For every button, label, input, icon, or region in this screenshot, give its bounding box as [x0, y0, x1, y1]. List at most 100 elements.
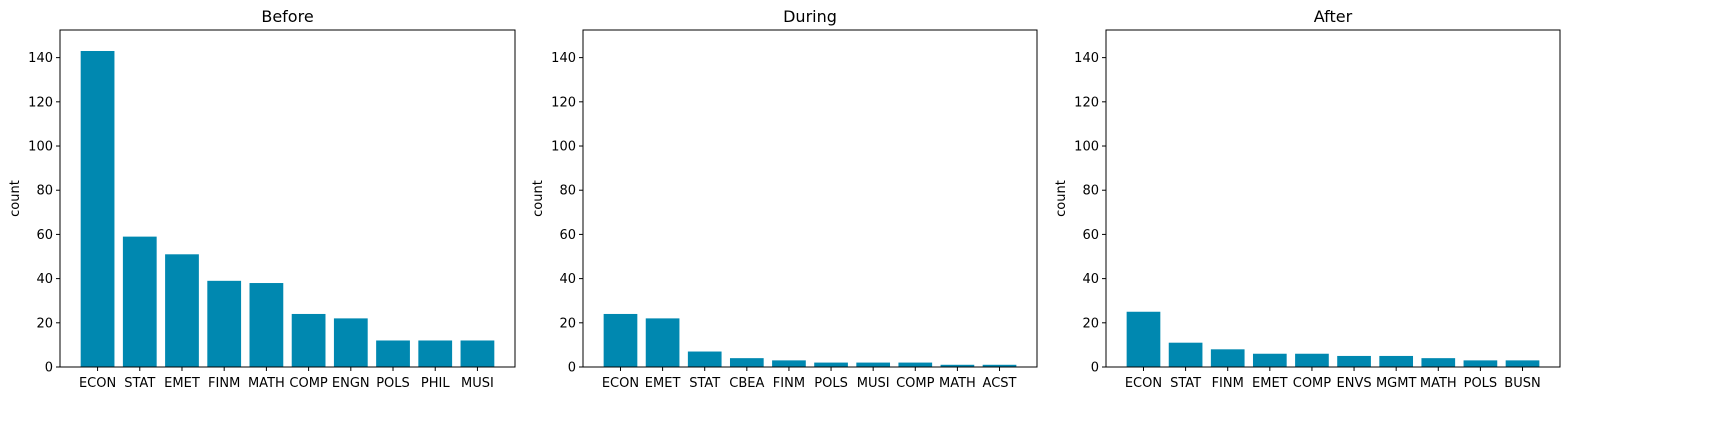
- x-tick-label: MUSI: [857, 376, 890, 391]
- x-tick-label: COMP: [1293, 376, 1332, 391]
- y-tick-label: 120: [551, 95, 576, 110]
- x-tick-label: COMP: [289, 376, 328, 391]
- x-tick-label: MATH: [248, 376, 285, 391]
- x-tick-label: FINM: [208, 376, 240, 391]
- bar-cbea: [729, 358, 764, 367]
- x-tick-label: FINM: [1212, 376, 1244, 391]
- y-tick-label: 60: [36, 228, 53, 243]
- bar-econ: [603, 313, 638, 367]
- y-axis: 0 20 40 60 80 100 120 140: [551, 51, 583, 376]
- x-tick-label: STAT: [1170, 376, 1201, 391]
- axes-frame: [1105, 29, 1561, 368]
- bar-comp: [291, 313, 326, 367]
- chart-title: After: [1314, 7, 1353, 26]
- bar-emet: [1252, 353, 1287, 367]
- chart-title: During: [783, 7, 837, 26]
- bar-emet: [645, 318, 680, 367]
- x-axis: ECON EMET STAT CBEA FINM POLS MUSI COMP MATH ACST: [602, 367, 1017, 391]
- y-tick-label: 120: [28, 95, 53, 110]
- bar-econ: [80, 50, 115, 368]
- x-tick-label: ECON: [1125, 376, 1162, 391]
- y-tick-label: 20: [36, 316, 53, 331]
- y-tick-label: 40: [1082, 272, 1099, 287]
- bar-stat: [1168, 342, 1203, 367]
- bar-engn: [333, 318, 368, 367]
- x-tick-label: MATH: [1420, 376, 1457, 391]
- x-tick-label: MGMT: [1376, 376, 1417, 391]
- x-tick-label: STAT: [689, 376, 720, 391]
- y-tick-label: 40: [36, 272, 53, 287]
- y-tick-label: 120: [1074, 95, 1099, 110]
- x-tick-label: ECON: [79, 376, 116, 391]
- x-tick-label: CBEA: [729, 376, 764, 391]
- y-axis-label: count: [1054, 180, 1069, 217]
- bar-finm: [772, 360, 806, 367]
- x-tick-label: EMET: [1252, 376, 1288, 391]
- y-tick-label: 140: [1074, 51, 1099, 66]
- bar-math: [940, 364, 975, 367]
- bar-series: [603, 313, 1017, 367]
- y-tick-label: 0: [568, 361, 576, 376]
- bar-envs: [1337, 355, 1371, 367]
- y-tick-label: 140: [551, 51, 576, 66]
- y-tick-label: 0: [45, 361, 53, 376]
- x-tick-label: ENGN: [332, 376, 370, 391]
- bar-series: [1126, 311, 1540, 367]
- y-tick-label: 80: [36, 184, 53, 199]
- bar-mgmt: [1379, 355, 1414, 367]
- x-tick-label: BUSN: [1504, 376, 1540, 391]
- bar-finm: [207, 280, 242, 367]
- y-tick-label: 100: [28, 140, 53, 155]
- y-tick-label: 20: [1082, 316, 1099, 331]
- x-tick-label: EMET: [645, 376, 681, 391]
- x-tick-label: POLS: [814, 376, 848, 391]
- bar-stat: [687, 351, 722, 367]
- x-tick-label: STAT: [124, 376, 155, 391]
- bar-acst: [982, 364, 1017, 367]
- y-tick-label: 0: [1091, 361, 1099, 376]
- x-tick-label: MATH: [939, 376, 976, 391]
- chart-panel-before: 0 20 40 60 80 100 120 140 ECON STAT EMET FINM MATH CO…: [8, 7, 516, 391]
- bar-comp: [898, 362, 933, 367]
- chart-panel-after: 0 20 40 60 80 100 120 140 ECON STAT FINM EMET COMP EN…: [1054, 7, 1561, 391]
- bar-pols: [1463, 360, 1498, 367]
- x-tick-label: ACST: [983, 376, 1017, 391]
- x-tick-label: COMP: [896, 376, 935, 391]
- x-tick-label: ENVS: [1337, 376, 1372, 391]
- y-tick-label: 20: [559, 316, 576, 331]
- axes-frame: [582, 29, 1038, 368]
- y-tick-label: 40: [559, 272, 576, 287]
- y-tick-label: 60: [1082, 228, 1099, 243]
- bar-phil: [418, 340, 453, 367]
- bar-comp: [1295, 353, 1329, 367]
- x-tick-label: ECON: [602, 376, 639, 391]
- bar-econ: [1126, 311, 1161, 367]
- chart-panel-during: 0 20 40 60 80 100 120 140 ECON EMET STAT CBEA FINM PO…: [531, 7, 1038, 391]
- bar-busn: [1505, 360, 1540, 367]
- x-tick-label: POLS: [1464, 376, 1498, 391]
- x-tick-label: PHIL: [421, 376, 450, 391]
- bar-finm: [1210, 349, 1245, 367]
- chart-title: Before: [261, 7, 313, 26]
- bar-musi: [460, 340, 495, 367]
- y-tick-label: 80: [1082, 184, 1099, 199]
- y-tick-label: 100: [551, 140, 576, 155]
- x-axis: ECON STAT EMET FINM MATH COMP ENGN POLS PHIL MUSI: [79, 367, 494, 391]
- y-tick-label: 100: [1074, 140, 1099, 155]
- y-tick-label: 60: [559, 228, 576, 243]
- y-tick-label: 80: [559, 184, 576, 199]
- y-tick-label: 140: [28, 51, 53, 66]
- x-tick-label: EMET: [164, 376, 200, 391]
- axes-frame: [59, 29, 516, 368]
- y-axis: 0 20 40 60 80 100 120 140: [28, 51, 60, 376]
- bar-pols: [376, 340, 410, 367]
- x-tick-label: MUSI: [461, 376, 494, 391]
- x-tick-label: FINM: [773, 376, 805, 391]
- y-axis-label: count: [8, 180, 23, 217]
- bar-math: [249, 283, 284, 367]
- bar-pols: [814, 362, 848, 367]
- bar-musi: [856, 362, 891, 367]
- x-tick-label: POLS: [376, 376, 410, 391]
- y-axis-label: count: [531, 180, 546, 217]
